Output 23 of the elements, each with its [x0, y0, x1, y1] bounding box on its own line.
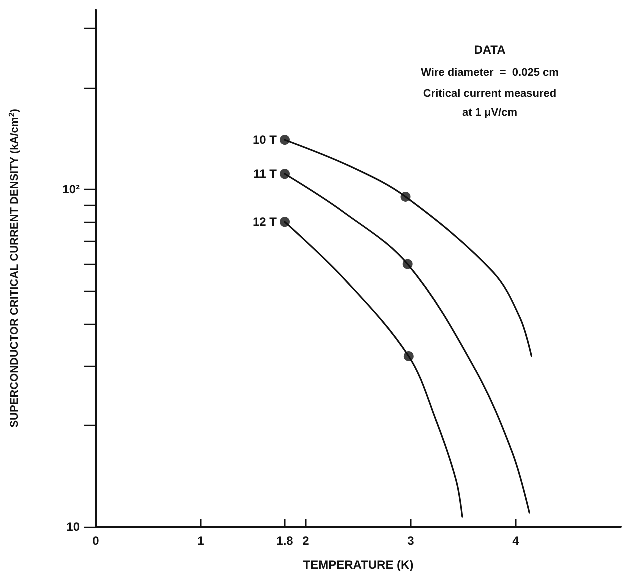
x-tick-label: 0	[92, 534, 100, 548]
annotation: at 1 μV/cm	[462, 107, 518, 119]
point	[280, 217, 290, 228]
x-tick-label: 1	[198, 534, 205, 548]
x-tick-label: 1.8	[276, 534, 294, 548]
series-label: 11 T	[254, 167, 278, 182]
point	[404, 351, 414, 362]
series-label: 10 T	[252, 133, 278, 148]
point	[280, 169, 290, 180]
x-tick-label: 3	[408, 534, 415, 548]
point	[280, 135, 290, 146]
annotation: DATA	[474, 43, 506, 57]
x-tick-label: 4	[512, 534, 520, 548]
x-axis-title: TEMPERATURE (K)	[303, 558, 414, 572]
series-label: 12 T	[252, 215, 278, 230]
y-tick-label: 10	[66, 520, 80, 534]
annotation: Critical current measured	[423, 88, 557, 100]
annotation: Wire diameter = 0.025 cm	[421, 67, 560, 79]
point	[402, 259, 413, 270]
y-axis-title: SUPERCONDUCTOR CRITICAL CURRENT DENSITY (kA/cm2)	[8, 108, 21, 428]
x-tick-label: 2	[302, 534, 310, 548]
point	[400, 192, 411, 202]
y-tick-label: 10²	[62, 182, 80, 196]
